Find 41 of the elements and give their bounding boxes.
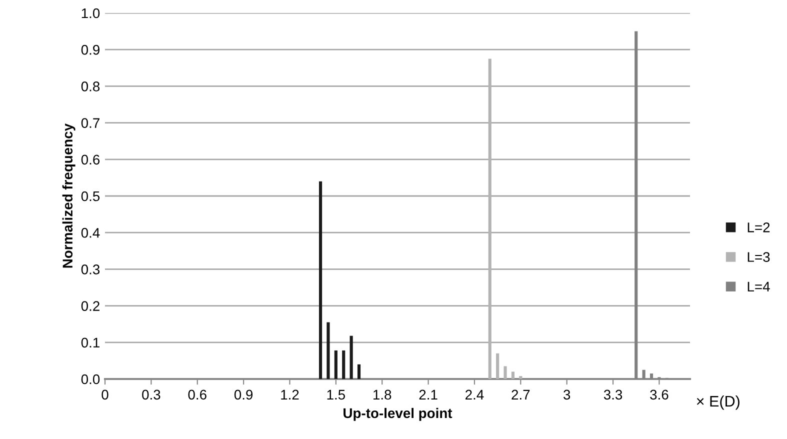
y-tick-label: 0.2 (81, 301, 100, 311)
x-tick-label: 3 (564, 390, 570, 400)
x-tick-label: 2.4 (466, 390, 484, 400)
y-tick-label: 0.4 (81, 228, 100, 238)
y-tick-label: 0.8 (81, 82, 100, 92)
x-tick-label: 0 (102, 390, 108, 400)
legend-label: L=2 (748, 222, 770, 232)
bar (504, 366, 507, 379)
y-tick-label: 0.1 (81, 338, 100, 348)
bar (318, 181, 322, 379)
legend-label: L=4 (748, 282, 770, 292)
y-tick-label: 0.6 (81, 154, 100, 165)
y-tick-label: 0.3 (81, 264, 100, 274)
bar (496, 353, 500, 379)
x-tick-label: 0.9 (234, 390, 253, 400)
y-axis-title: Normalized frequency (62, 124, 76, 268)
x-tick-label: 1.5 (327, 390, 345, 400)
bar (519, 376, 522, 379)
y-tick-label: 0.5 (81, 191, 100, 202)
bar (350, 336, 353, 379)
y-tick-label: 1.0 (82, 8, 100, 18)
bar (357, 364, 361, 379)
y-tick-label: 0.9 (81, 44, 100, 55)
x-tick-label: 3.3 (604, 390, 622, 400)
text: × E(D) (696, 395, 740, 410)
x-tick-label: 1.2 (281, 390, 299, 400)
x-axis-title: Up-to-level point (344, 408, 452, 421)
bar (342, 350, 346, 379)
x-tick-label: 0.3 (142, 390, 160, 400)
bar (511, 372, 514, 379)
x-tick-label: 2.7 (512, 390, 530, 400)
bar (334, 350, 338, 379)
bar (326, 322, 330, 379)
x-tick-label: 3.6 (650, 390, 668, 400)
legend-label: L=3 (748, 252, 770, 262)
x-tick-label: 2.1 (419, 390, 438, 400)
y-tick-label: 0.0 (81, 374, 100, 384)
bar (488, 58, 492, 379)
x-tick-label: 0.6 (188, 390, 206, 400)
y-tick-label: 0.7 (81, 118, 100, 128)
x-tick-label: 1.8 (374, 390, 392, 400)
